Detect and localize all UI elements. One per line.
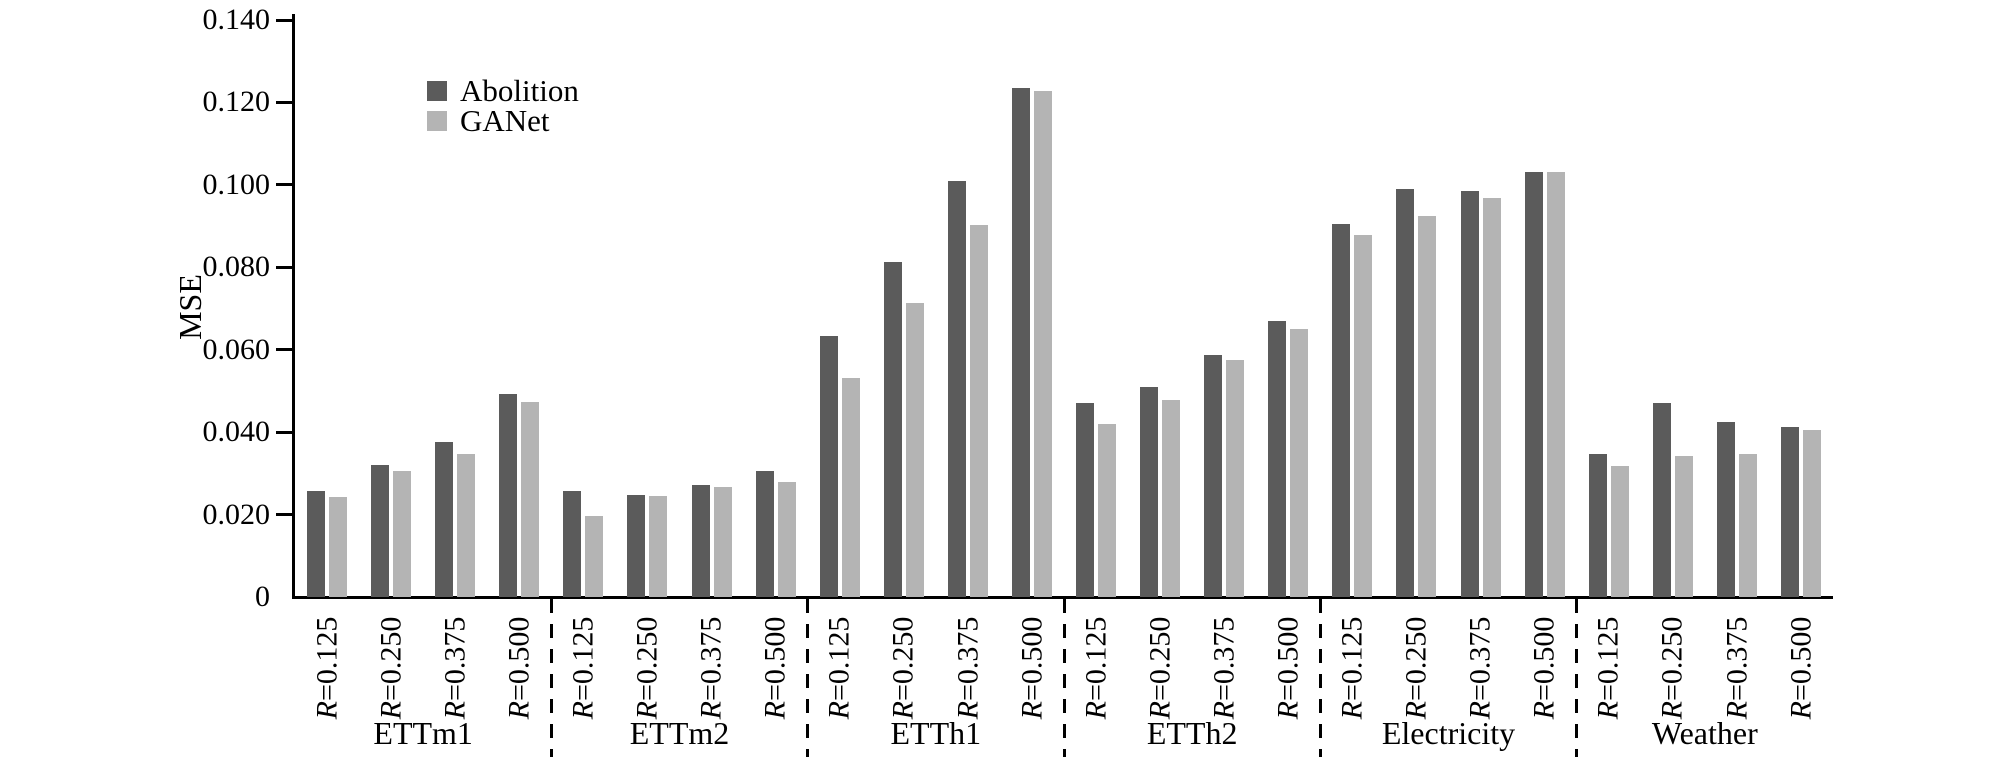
group-divider-dashed-line bbox=[549, 599, 553, 757]
y-tick-label: 0.060 bbox=[202, 332, 271, 366]
y-tick-label: 0.100 bbox=[202, 167, 271, 201]
bar-ganet bbox=[649, 496, 668, 597]
bar-abolition bbox=[563, 490, 582, 597]
bar-abolition bbox=[1011, 88, 1030, 597]
bar-abolition bbox=[1204, 354, 1223, 597]
group-divider-dashed-line bbox=[1318, 599, 1322, 757]
bar-abolition bbox=[883, 262, 902, 597]
bar-ganet bbox=[1482, 198, 1501, 597]
bar-abolition bbox=[435, 442, 454, 597]
x-category-label: R=0.500 bbox=[1271, 616, 1305, 720]
bar-abolition bbox=[307, 490, 326, 597]
group-divider-dashed-line bbox=[1062, 599, 1066, 757]
bar-ganet bbox=[1610, 465, 1629, 597]
y-tick-mark bbox=[276, 430, 293, 434]
dataset-label: ETTm2 bbox=[629, 715, 730, 751]
bar-ganet bbox=[1162, 399, 1181, 597]
bar-abolition bbox=[1076, 403, 1095, 597]
bar-abolition bbox=[691, 485, 710, 597]
x-axis-line bbox=[292, 596, 1833, 599]
x-category-label: R=0.500 bbox=[1527, 616, 1561, 720]
bar-abolition bbox=[1268, 320, 1287, 597]
y-tick-mark bbox=[276, 265, 293, 269]
y-tick-label: 0.120 bbox=[202, 85, 271, 119]
bar-ganet bbox=[1354, 235, 1373, 597]
group-divider-dashed-line bbox=[806, 599, 810, 757]
x-category-label: R=0.500 bbox=[502, 616, 536, 720]
x-category-label: R=0.125 bbox=[310, 616, 344, 720]
bar-abolition bbox=[499, 394, 518, 597]
bar-abolition bbox=[371, 465, 390, 597]
bar-ganet bbox=[1033, 90, 1052, 597]
x-category-label: R=0.500 bbox=[1014, 616, 1048, 720]
bar-abolition bbox=[1716, 422, 1735, 597]
legend: Abolition GANet bbox=[427, 73, 579, 138]
bar-abolition bbox=[1140, 386, 1159, 597]
y-tick-mark bbox=[276, 183, 293, 187]
legend-swatch bbox=[427, 80, 447, 101]
bar-ganet bbox=[329, 496, 348, 597]
x-category-label: R=0.500 bbox=[1783, 616, 1817, 720]
legend-swatch bbox=[427, 110, 447, 131]
dataset-label: ETTh1 bbox=[890, 715, 982, 751]
bar-abolition bbox=[1588, 453, 1607, 597]
legend-row: GANet bbox=[427, 103, 579, 138]
bar-abolition bbox=[1524, 172, 1543, 597]
bar-ganet bbox=[1290, 329, 1309, 597]
bar-ganet bbox=[393, 471, 412, 597]
legend-label: Abolition bbox=[460, 73, 579, 108]
bar-abolition bbox=[1460, 191, 1479, 597]
legend-label: GANet bbox=[460, 103, 550, 138]
y-axis-line bbox=[292, 14, 295, 599]
dataset-label: Electricity bbox=[1381, 715, 1516, 751]
bar-abolition bbox=[1396, 188, 1415, 597]
x-category-label: R=0.125 bbox=[822, 616, 856, 720]
dataset-label: ETTh2 bbox=[1146, 715, 1238, 751]
bar-ganet bbox=[905, 303, 924, 597]
bar-ganet bbox=[841, 377, 860, 597]
bar-ganet bbox=[457, 453, 476, 597]
bar-ganet bbox=[1802, 429, 1821, 597]
bar-ganet bbox=[777, 481, 796, 597]
bar-ganet bbox=[521, 402, 540, 597]
x-category-label: R=0.125 bbox=[566, 616, 600, 720]
bar-ganet bbox=[713, 486, 732, 597]
bar-abolition bbox=[1332, 224, 1351, 597]
y-tick-mark bbox=[276, 100, 293, 104]
x-category-label: R=0.125 bbox=[1335, 616, 1369, 720]
y-tick-mark bbox=[276, 18, 293, 22]
x-category-label: R=0.500 bbox=[758, 616, 792, 720]
x-category-label: R=0.125 bbox=[1591, 616, 1625, 720]
bar-abolition bbox=[755, 470, 774, 597]
dataset-label: ETTm1 bbox=[373, 715, 473, 751]
group-divider-dashed-line bbox=[1575, 599, 1579, 757]
bar-ganet bbox=[969, 225, 988, 597]
y-tick-mark bbox=[276, 348, 293, 352]
bar-abolition bbox=[1780, 426, 1799, 597]
bar-ganet bbox=[1418, 215, 1437, 597]
bar-ganet bbox=[1546, 171, 1565, 597]
bar-abolition bbox=[627, 494, 646, 597]
bar-ganet bbox=[1674, 456, 1693, 597]
bar-abolition bbox=[819, 335, 838, 597]
dataset-label: Weather bbox=[1651, 715, 1758, 751]
bar-ganet bbox=[1098, 423, 1117, 597]
bar-abolition bbox=[947, 180, 966, 597]
bar-ganet bbox=[1226, 360, 1245, 597]
y-tick-label: 0.040 bbox=[202, 415, 271, 449]
bar-abolition bbox=[1652, 402, 1671, 597]
y-tick-mark bbox=[276, 513, 293, 517]
bar-ganet bbox=[1738, 454, 1757, 597]
y-tick-label: 0.080 bbox=[202, 250, 271, 284]
y-tick-label: 0.020 bbox=[202, 497, 271, 531]
bar-ganet bbox=[585, 515, 604, 597]
x-category-label: R=0.125 bbox=[1079, 616, 1113, 720]
legend-row: Abolition bbox=[427, 73, 579, 108]
y-tick-label: 0 bbox=[255, 580, 270, 613]
y-tick-label: 0.140 bbox=[202, 3, 271, 36]
